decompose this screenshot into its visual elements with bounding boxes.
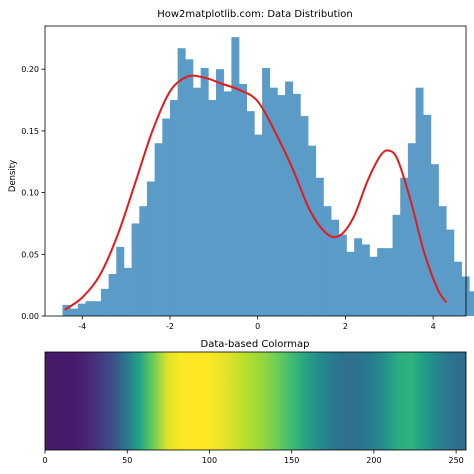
histogram-bar [331,219,340,316]
histogram-bar [246,111,255,317]
histogram-bar [277,95,286,316]
colormap-x-axis: 0 50 100 150 200 250 [42,450,464,465]
histogram-bar [407,143,416,316]
histogram-bar [223,91,232,317]
y-tick-label: 0.05 [21,250,39,259]
colormap-panel: Data-based Colormap 0 50 100 150 200 250 [42,339,467,465]
histogram-x-axis: -4 -2 0 2 4 [78,316,436,331]
x-tick-label: 0 [255,322,260,331]
histogram-bar [315,177,324,316]
y-tick-label: 0.20 [21,65,39,74]
colormap-image [45,352,466,450]
histogram-bar [70,308,79,316]
histogram-bar [162,118,171,316]
histogram-bar [77,303,86,316]
histogram-panel: How2matplotlib.com: Data Distribution De… [8,9,474,331]
histogram-bar [262,67,271,317]
histogram-bar [85,301,94,316]
histogram-bar [193,87,201,316]
colormap-title: Data-based Colormap [201,339,310,350]
histogram-bar [208,100,217,316]
histogram-y-axis-label: Density [8,160,18,192]
histogram-bars [62,37,474,317]
histogram-bar [453,261,462,316]
histogram-bar [269,87,278,316]
x-tick-label: 4 [431,322,436,331]
histogram-bar [239,84,248,316]
histogram-title: How2matplotlib.com: Data Distribution [157,9,353,20]
histogram-bar [285,81,294,316]
histogram-bar [200,67,209,317]
histogram-bar [177,48,186,317]
histogram-plot-frame [44,25,467,317]
histogram-bar [62,304,71,316]
histogram-bar [146,181,155,316]
histogram-bar [139,206,148,316]
histogram-bar [323,206,332,316]
colormap-frame [44,351,467,451]
histogram-bar [346,251,355,316]
histogram-bar [354,238,363,316]
histogram-bar [185,59,194,316]
histogram-bar [423,114,432,316]
colormap-x-tick-label: 50 [122,456,132,465]
colormap-x-tick-label: 100 [202,456,217,465]
histogram-bar [361,244,370,316]
histogram-bar [300,116,309,316]
histogram-bar [108,274,117,316]
x-tick-label: 2 [343,322,348,331]
colormap-x-tick-label: 0 [42,456,47,465]
histogram-bar [116,246,125,316]
histogram-bar [131,223,140,316]
histogram-bar [216,69,224,316]
x-tick-label: -4 [78,322,86,331]
kde-curve-line [64,74,448,311]
histogram-bar [438,206,447,316]
y-tick-label: 0.15 [21,127,39,136]
x-tick-label: -2 [166,322,174,331]
y-tick-label: 0.10 [21,189,39,198]
histogram-bar [231,37,240,317]
histogram-bar [369,256,378,316]
histogram-bar [469,291,474,316]
histogram-bar [308,145,317,316]
histogram-bar [377,248,386,316]
colormap-x-tick-label: 150 [284,456,299,465]
histogram-bar [169,100,178,316]
histogram-bar [400,177,409,316]
histogram-bar [338,234,347,316]
histogram-bar [430,164,439,316]
histogram-bar [461,276,470,316]
histogram-bar [384,248,393,316]
histogram-bar [254,134,263,316]
histogram-bar [100,288,109,316]
histogram-bar [415,87,424,316]
y-tick-label: 0.00 [21,312,39,321]
colormap-x-tick-label: 250 [448,456,463,465]
histogram-bar [292,93,301,317]
histogram-bar [93,301,102,316]
histogram-bar [154,143,163,316]
colormap-x-tick-label: 200 [366,456,381,465]
histogram-bar [123,267,132,316]
histogram-bar [446,229,455,316]
histogram-y-axis: 0.00 0.05 0.10 0.15 0.20 [21,65,45,321]
histogram-bar [392,214,401,316]
